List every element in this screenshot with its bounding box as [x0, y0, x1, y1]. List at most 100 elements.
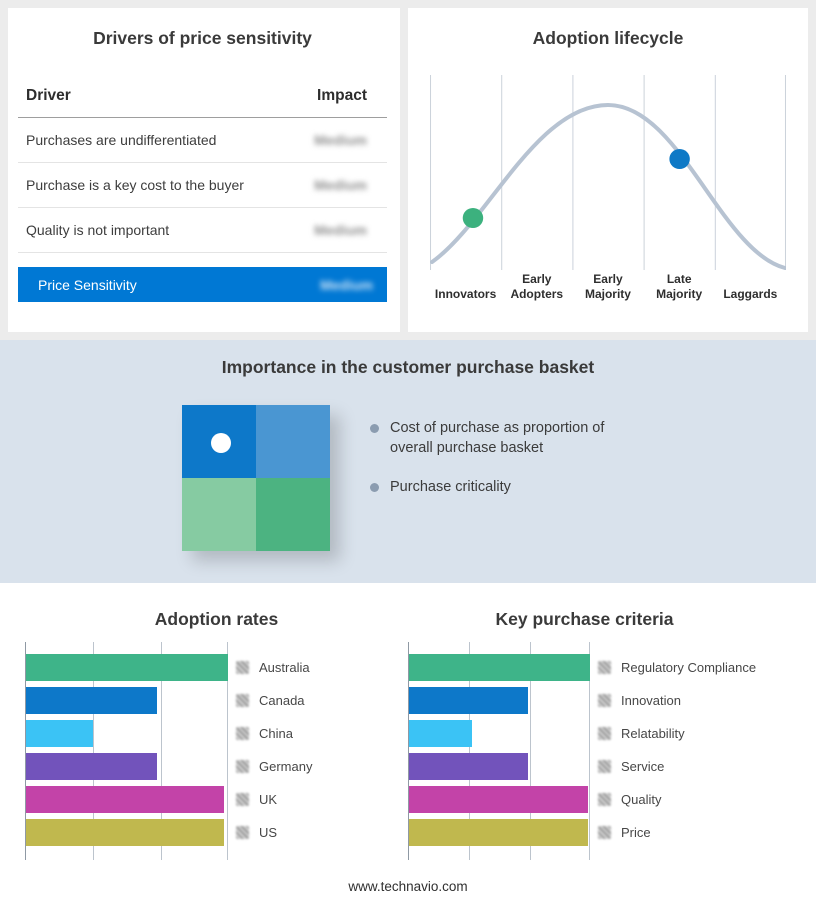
bar-canada: [26, 687, 158, 714]
legend-label: Regulatory Compliance: [621, 660, 757, 675]
impact-value-blurred: Medium: [314, 132, 367, 148]
stage-label: Late Majority: [656, 272, 703, 301]
legend-swatch-blurred-icon: [598, 661, 611, 674]
top-section: Drivers of price sensitivity Driver Impa…: [0, 0, 816, 340]
bell-curve-line: [430, 102, 786, 270]
bar-uk: [26, 786, 224, 813]
legend-item: US: [236, 816, 312, 849]
list-item: Purchase criticality: [370, 478, 628, 498]
bar-row: [26, 717, 228, 750]
legend-swatch-blurred-icon: [236, 694, 249, 707]
bar-row: [409, 816, 590, 849]
legend-label: Australia: [259, 660, 310, 675]
col-impact: Impact: [317, 87, 367, 104]
highlight-label: Price Sensitivity: [38, 276, 137, 293]
legend-label: Service: [621, 759, 665, 774]
adoption-rates-title: Adoption rates: [154, 609, 279, 629]
legend-label: US: [259, 825, 278, 840]
legend-item: Service: [598, 750, 756, 783]
legend-label: China: [259, 726, 293, 741]
bar-quality: [409, 786, 589, 813]
table-row: Quality is not important Medium: [18, 208, 387, 253]
stage-label: Innovators: [434, 286, 497, 301]
legend-label: Relatability: [621, 726, 685, 741]
lifecycle-curve-chart: [430, 75, 786, 270]
legend-swatch-blurred-icon: [598, 694, 611, 707]
lifecycle-stage-labels: Innovators Early Adopters Early Majority…: [430, 272, 786, 301]
quadrant-bottom-right: [256, 478, 330, 551]
legend: Regulatory Compliance Innovation Relatab…: [598, 642, 756, 860]
bullet-dot-icon: [370, 483, 379, 493]
bar-us: [26, 819, 224, 846]
late-stage-marker-dot: [669, 149, 690, 169]
early-stage-marker-dot: [462, 208, 484, 228]
plot-area: [25, 642, 228, 860]
driver-label: Purchases are undifferentiated: [26, 132, 217, 148]
legend-label: Innovation: [621, 693, 681, 708]
price-sensitivity-panel: Drivers of price sensitivity Driver Impa…: [8, 8, 400, 332]
bullet-text: Cost of purchase as proportion of overal…: [390, 420, 605, 456]
bar-row: [409, 750, 590, 783]
gridline: [589, 642, 590, 860]
legend-item: Quality: [598, 783, 756, 816]
legend-item: Relatability: [598, 717, 756, 750]
purchase-basket-title: Importance in the customer purchase bask…: [221, 357, 595, 377]
legend-label: Canada: [259, 693, 305, 708]
legend-swatch-blurred-icon: [236, 793, 249, 806]
bar-regulatory-compliance: [409, 654, 590, 681]
legend-item: China: [236, 717, 312, 750]
list-item: Cost of purchase as proportion of overal…: [370, 419, 628, 458]
legend-swatch-blurred-icon: [598, 793, 611, 806]
stage-label: Early Adopters: [510, 272, 564, 301]
driver-label: Purchase is a key cost to the buyer: [26, 177, 244, 193]
website-footer: www.technavio.com: [348, 879, 468, 894]
col-driver: Driver: [26, 87, 71, 104]
key-purchase-criteria-title: Key purchase criteria: [495, 609, 674, 629]
bar-china: [26, 720, 93, 747]
legend-swatch-blurred-icon: [598, 760, 611, 773]
bar-row: [409, 651, 590, 684]
legend-label: Price: [621, 825, 651, 840]
bar-row: [409, 717, 590, 750]
price-sensitivity-highlight-bar: Price Sensitivity Medium: [18, 267, 387, 302]
legend-item: Australia: [236, 651, 312, 684]
legend-item: Price: [598, 816, 756, 849]
adoption-lifecycle-title: Adoption lifecycle: [532, 28, 684, 48]
legend-item: UK: [236, 783, 312, 816]
impact-value-blurred: Medium: [320, 276, 373, 293]
impact-value-blurred: Medium: [314, 222, 367, 238]
driver-label: Quality is not important: [26, 222, 170, 238]
bar-row: [26, 651, 228, 684]
bottom-section: Adoption rates Australia Canada China: [0, 583, 816, 902]
plot-area: [408, 642, 590, 860]
legend-item: Germany: [236, 750, 312, 783]
legend-swatch-blurred-icon: [598, 826, 611, 839]
legend-swatch-blurred-icon: [236, 826, 249, 839]
stage-label: Early Majority: [584, 272, 631, 301]
quadrant-bottom-left: [182, 478, 256, 551]
bar-row: [26, 783, 228, 816]
bar-australia: [26, 654, 228, 681]
purchase-basket-band: Importance in the customer purchase bask…: [0, 340, 816, 583]
bullet-text: Purchase criticality: [390, 479, 511, 496]
lifecycle-curve-svg: [430, 75, 786, 270]
adoption-rates-panel: Adoption rates Australia Canada China: [0, 609, 408, 902]
bar-service: [409, 753, 529, 780]
impact-value-blurred: Medium: [314, 177, 367, 193]
bar-row: [409, 684, 590, 717]
gridline: [160, 642, 162, 860]
adoption-rates-chart: Australia Canada China Germany UK US: [25, 642, 408, 860]
legend-item: Innovation: [598, 684, 756, 717]
gridline: [227, 642, 228, 860]
key-purchase-criteria-panel: Key purchase criteria Regulatory Complia…: [408, 609, 816, 902]
quadrant-matrix-image: [182, 405, 330, 551]
stage-label: Laggards: [723, 286, 778, 301]
table-row: Purchase is a key cost to the buyer Medi…: [18, 163, 387, 208]
price-sensitivity-title: Drivers of price sensitivity: [93, 28, 312, 48]
legend-swatch-blurred-icon: [236, 760, 249, 773]
gridline: [469, 642, 471, 860]
legend-item: Canada: [236, 684, 312, 717]
legend-label: Germany: [259, 759, 313, 774]
gridline: [93, 642, 95, 860]
